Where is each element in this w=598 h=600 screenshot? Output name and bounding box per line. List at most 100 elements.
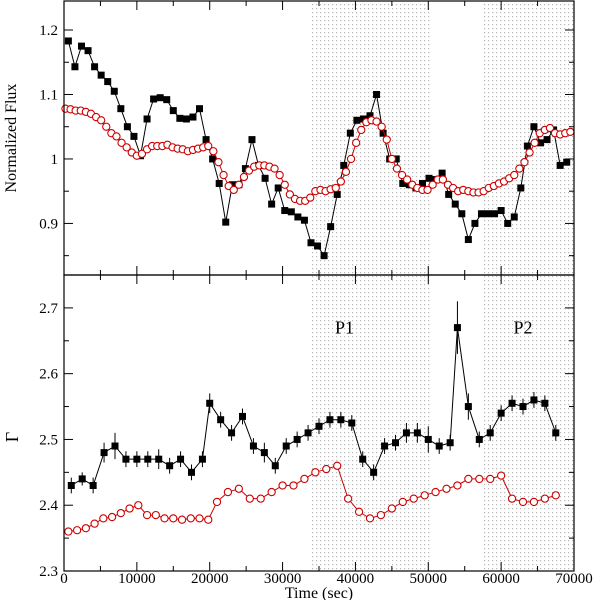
xtick-label: 0	[60, 571, 68, 587]
data-point-circle	[377, 122, 386, 131]
data-point-circle	[331, 183, 340, 193]
data-point-square	[451, 200, 459, 208]
data-point-circle	[376, 510, 386, 520]
data-point-square	[370, 468, 378, 476]
data-point-square	[123, 123, 131, 131]
data-point-circle	[186, 514, 195, 523]
data-point-square	[438, 169, 446, 177]
data-point-circle	[352, 138, 361, 147]
data-point-square	[418, 179, 426, 187]
data-point-square	[517, 184, 525, 192]
data-point-square	[536, 139, 544, 147]
data-point-square	[453, 324, 461, 332]
data-point-square	[359, 455, 367, 463]
data-point-square	[91, 63, 99, 71]
data-point-square	[260, 449, 268, 457]
data-point-circle	[387, 504, 397, 513]
data-point-square	[543, 136, 551, 144]
data-point-circle	[97, 116, 106, 125]
data-point-circle	[525, 148, 534, 157]
data-point-square	[155, 455, 163, 463]
data-point-circle	[520, 158, 529, 167]
data-point-square	[464, 403, 472, 411]
data-point-square	[122, 455, 130, 463]
shaded-interval-2	[482, 1, 574, 571]
data-point-square	[563, 158, 571, 166]
data-point-square	[373, 90, 381, 98]
data-point-square	[274, 184, 282, 192]
data-point-square	[206, 399, 214, 407]
data-point-circle	[142, 510, 152, 520]
data-point-circle	[354, 507, 364, 516]
data-point-square	[249, 442, 257, 450]
data-point-circle	[285, 190, 295, 199]
data-point-circle	[398, 497, 407, 507]
bottom-ytick-label: 2.3	[39, 564, 58, 580]
data-point-square	[261, 174, 269, 182]
axis-labels: Normalized Flux Γ Time (sec) 0.9 1 1.1 1.2 2…	[2, 23, 593, 600]
data-point-square	[381, 442, 389, 450]
axes-frame	[63, 0, 575, 572]
data-point-square	[100, 449, 108, 457]
xtick-label: 60000	[482, 571, 520, 587]
data-point-square	[271, 462, 279, 470]
data-point-circle	[403, 175, 412, 184]
data-point-square	[198, 455, 206, 463]
shaded-interval-1	[311, 1, 432, 571]
data-point-square	[117, 105, 125, 113]
bottom-series-1	[67, 301, 560, 494]
data-point-circle	[438, 175, 448, 184]
bottom-ytick-label: 2.6	[39, 367, 58, 383]
data-point-circle	[90, 519, 99, 528]
data-point-circle	[160, 514, 169, 523]
data-point-circle	[464, 474, 473, 484]
data-point-circle	[270, 164, 279, 173]
data-point-circle	[134, 501, 143, 510]
data-point-circle	[423, 185, 432, 195]
data-series	[61, 37, 575, 536]
data-point-square	[399, 179, 407, 187]
data-point-square	[327, 223, 335, 231]
data-point-circle	[311, 468, 320, 477]
data-point-circle	[566, 127, 575, 137]
data-point-circle	[137, 149, 147, 158]
data-point-circle	[169, 514, 178, 523]
data-point-circle	[551, 491, 560, 500]
data-point-circle	[81, 524, 91, 533]
data-point-circle	[102, 122, 111, 131]
data-point-circle	[453, 481, 462, 490]
data-point-square	[497, 207, 505, 215]
data-point-square	[359, 115, 367, 123]
xtick-label: 30000	[264, 571, 302, 587]
data-point-square	[143, 115, 151, 123]
data-point-square	[445, 190, 453, 198]
data-point-square	[150, 95, 158, 103]
bottom-panel-frame	[63, 274, 575, 572]
data-point-square	[189, 113, 197, 121]
data-point-square	[326, 416, 334, 424]
data-point-square	[353, 116, 361, 124]
data-point-circle	[420, 491, 429, 500]
series-line	[71, 327, 557, 487]
data-point-circle	[300, 474, 309, 484]
data-point-square	[78, 475, 86, 483]
data-point-square	[510, 213, 518, 221]
data-point-circle	[510, 170, 519, 180]
data-point-square	[552, 429, 560, 437]
data-point-circle	[122, 143, 131, 152]
data-point-square	[402, 429, 410, 437]
data-point-circle	[475, 474, 484, 484]
data-point-square	[340, 161, 348, 169]
data-point-circle	[99, 514, 108, 523]
data-point-square	[530, 123, 538, 131]
xtick-label: 40000	[337, 571, 375, 587]
data-point-square	[346, 129, 354, 137]
data-point-square	[163, 96, 171, 104]
bottom-panel	[64, 301, 560, 536]
data-point-square	[64, 37, 72, 45]
data-point-square	[497, 409, 505, 417]
data-point-square	[67, 481, 75, 489]
data-point-circle	[507, 494, 517, 503]
data-point-circle	[545, 123, 555, 133]
